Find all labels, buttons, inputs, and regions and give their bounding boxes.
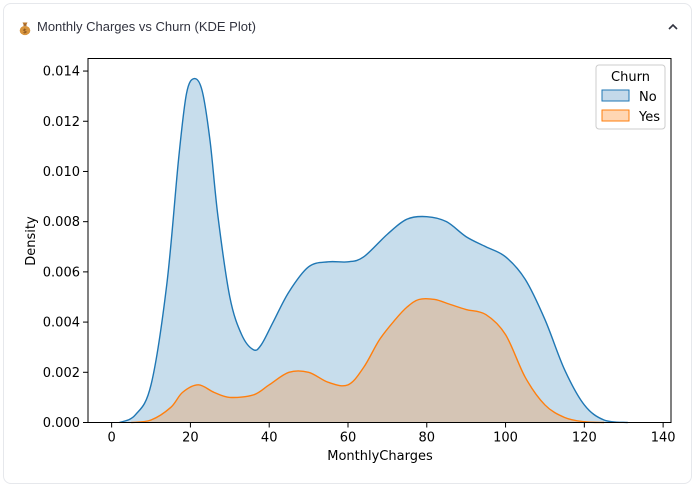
legend-swatch-no [601,89,630,102]
legend-label-no: No [639,90,657,105]
svg-text:$: $ [23,27,27,35]
legend-title: Churn [611,70,650,85]
x-tick-label: 40 [261,431,278,446]
x-tick-label: 140 [651,431,676,446]
density-fills [119,78,628,423]
x-tick-label: 100 [493,431,518,446]
density-line-no [119,77,628,424]
y-tick-label: 0.004 [43,316,80,331]
x-tick-label: 20 [182,431,199,446]
y-tick-label: 0.014 [43,65,80,80]
x-tick-label: 0 [107,431,115,446]
money-bag-icon: $ [19,22,31,35]
x-axis: 0 20 40 60 80 100 120 140 [107,422,676,446]
chevron-up-icon[interactable] [665,19,681,35]
x-tick-label: 120 [572,431,597,446]
density-area-yes [131,298,605,423]
expander-title: Monthly Charges vs Churn (KDE Plot) [37,19,256,34]
density-area-no [119,78,628,423]
density-line-yes [131,298,605,424]
density-outlines [119,77,628,424]
y-tick-label: 0.002 [43,366,80,381]
y-axis-label: Density [24,216,39,266]
x-tick-label: 60 [340,431,357,446]
legend: Churn No Yes [595,64,666,130]
x-axis-label: MonthlyCharges [327,449,433,464]
plot-frame [87,58,672,423]
legend-swatch-yes [601,109,630,122]
y-tick-label: 0.012 [43,115,80,130]
y-tick-label: 0.006 [43,265,80,280]
x-tick-label: 80 [418,431,435,446]
y-tick-label: 0.000 [43,416,80,431]
y-tick-label: 0.008 [43,215,80,230]
expander-header[interactable]: $ Monthly Charges vs Churn (KDE Plot) [4,4,691,50]
y-axis: 0.000 0.002 0.004 0.006 0.008 0.010 0.012 0.014 [43,65,88,431]
y-tick-label: 0.010 [43,165,80,180]
legend-label-yes: Yes [638,110,660,125]
chart-expander: $ Monthly Charges vs Churn (KDE Plot) [3,3,692,484]
